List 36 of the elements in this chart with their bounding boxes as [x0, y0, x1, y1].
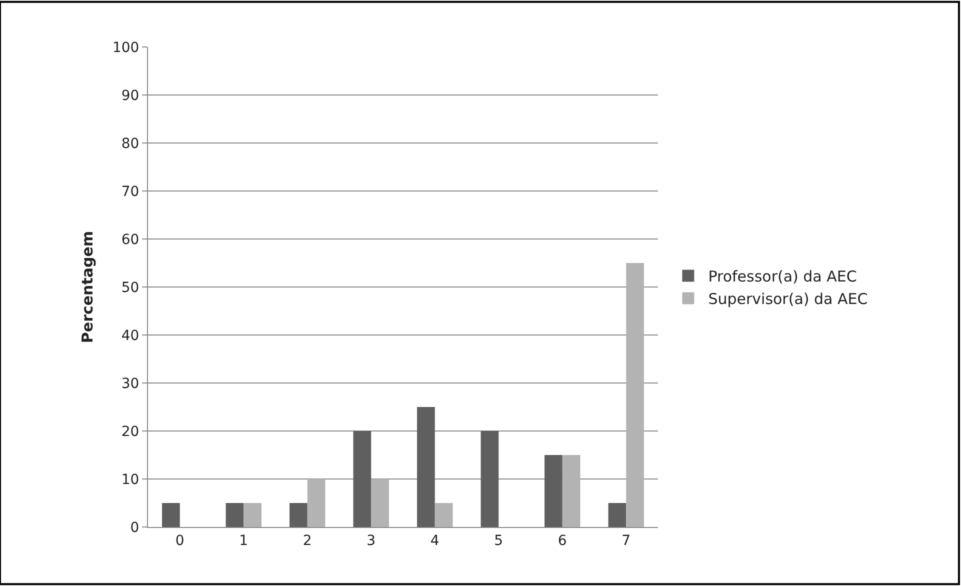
y-tick-label: 100 — [112, 40, 140, 56]
y-tick-label: 70 — [121, 184, 140, 200]
bar — [307, 479, 326, 527]
legend-label: Professor(a) da AEC — [708, 268, 857, 286]
y-tick-label: 20 — [121, 424, 140, 440]
y-tick-label: 30 — [121, 376, 140, 392]
bar — [562, 455, 580, 527]
bar — [434, 503, 453, 527]
bar — [480, 431, 499, 527]
x-tick-label: 5 — [494, 532, 504, 549]
y-tick-label: 90 — [121, 88, 140, 104]
y-tick-label: 50 — [121, 280, 140, 296]
bar — [626, 263, 644, 527]
legend-label: Supervisor(a) da AEC — [708, 290, 868, 308]
bar — [417, 407, 435, 527]
bar — [244, 503, 262, 527]
bar — [353, 431, 372, 527]
bar — [290, 503, 308, 527]
x-tick-label: 2 — [302, 532, 312, 549]
x-tick-label: 6 — [558, 532, 567, 549]
x-tick-label: 0 — [175, 532, 184, 549]
x-tick-label: 7 — [622, 532, 631, 549]
y-tick-label: 40 — [121, 328, 140, 344]
x-tick-label: 3 — [366, 532, 376, 549]
x-tick-label: 1 — [239, 532, 248, 549]
bar — [371, 479, 389, 527]
x-tick-label: 4 — [430, 532, 440, 549]
bar — [608, 503, 626, 527]
y-tick-label: 10 — [121, 472, 140, 488]
bar — [544, 455, 562, 527]
y-tick-label: 60 — [121, 232, 140, 248]
y-tick-label: 80 — [121, 136, 140, 152]
y-tick-label: 0 — [130, 520, 140, 536]
bar — [162, 503, 180, 527]
bar — [226, 503, 244, 527]
y-axis-title: Percentagem — [78, 230, 97, 344]
